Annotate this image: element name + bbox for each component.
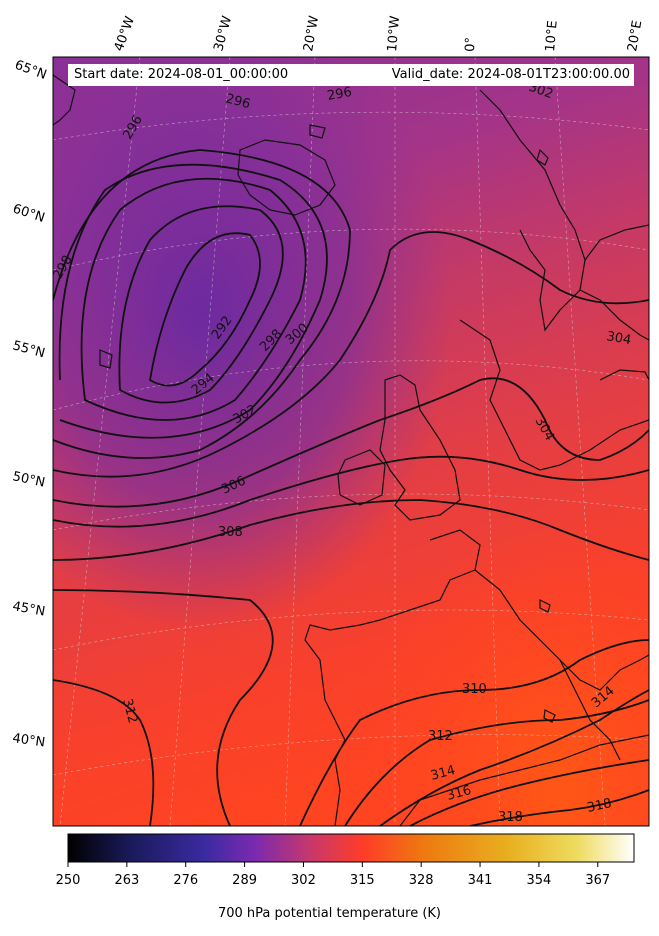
lat-label: 60°N	[11, 202, 47, 226]
date-annotation-box: Start date: 2024-08-01_00:00:00 Valid_da…	[68, 64, 634, 86]
colorbar-tick-label: 367	[585, 873, 610, 888]
colorbar-ticks: 250 263 276 289 302 315 328 341 354 367	[56, 862, 610, 888]
lon-label: 30°W	[211, 14, 235, 53]
lat-label: 45°N	[11, 599, 46, 619]
contour-label: 296	[224, 91, 252, 112]
lat-label: 65°N	[13, 58, 49, 83]
contour-label: 310	[462, 682, 487, 697]
contours	[53, 149, 649, 826]
colorbar-tick-label: 341	[468, 873, 493, 888]
contour-label: 318	[586, 796, 613, 816]
map-frame	[52, 56, 650, 827]
colorbar-tick-label: 315	[350, 873, 375, 888]
colorbar-tick-label: 263	[114, 873, 139, 888]
lon-label: 20°W	[301, 15, 322, 53]
contour-label: 308	[218, 525, 243, 540]
contour-label: 296	[326, 85, 353, 104]
longitude-labels: 40°W 30°W 20°W 10°W 0° 10°E 20°E	[112, 14, 646, 53]
lon-label: 10°W	[385, 15, 403, 52]
colorbar-tick-label: 302	[291, 873, 316, 888]
valid-date-label: Valid_date: 2024-08-01T23:00:00.00	[391, 67, 630, 82]
colorbar	[67, 833, 635, 863]
lon-label: 20°E	[625, 19, 645, 52]
colorbar-tick-label: 354	[526, 873, 551, 888]
lat-label: 50°N	[11, 469, 46, 490]
contour-label: 316	[445, 783, 473, 804]
contour-label: 312	[428, 729, 453, 744]
start-date-label: Start date: 2024-08-01_00:00:00	[74, 67, 289, 82]
colorbar-tick-label: 289	[232, 873, 257, 888]
contour-label: 318	[498, 810, 523, 825]
lon-label: 10°E	[543, 20, 561, 52]
warm-south-shading	[53, 57, 649, 826]
colorbar-title: 700 hPa potential temperature (K)	[217, 906, 441, 921]
latitude-labels: 65°N 60°N 55°N 50°N 45°N 40°N	[11, 58, 49, 751]
colorbar-tick-label: 328	[409, 873, 434, 888]
contour-label: 312	[119, 697, 140, 725]
contour-label: 304	[605, 329, 632, 348]
colorbar-tick-label: 276	[173, 873, 198, 888]
coastlines	[53, 74, 649, 826]
colorbar-tick-label: 250	[56, 873, 81, 888]
lon-label: 0°	[463, 37, 479, 52]
lon-label: 40°W	[112, 14, 138, 53]
lat-label: 55°N	[11, 338, 47, 361]
contour-label: 314	[429, 763, 457, 784]
lat-label: 40°N	[11, 731, 46, 750]
